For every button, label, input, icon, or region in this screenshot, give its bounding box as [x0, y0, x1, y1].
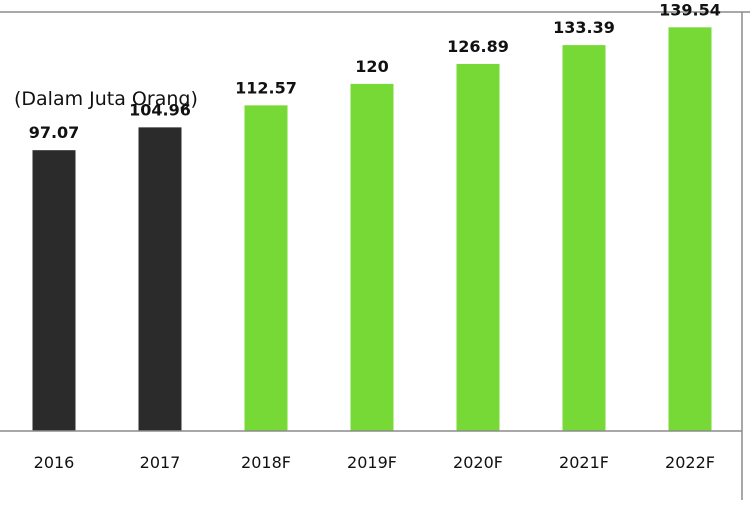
bar-2017	[138, 127, 182, 431]
unit-label: (Dalam Juta Orang)	[14, 88, 198, 110]
bars-group	[32, 27, 712, 432]
tick-label-2022f: 2022F	[665, 453, 715, 472]
tick-label-2021f: 2021F	[559, 453, 609, 472]
bar-2021f	[562, 45, 606, 431]
tick-label-2018f: 2018F	[241, 453, 291, 472]
value-label-2018f: 112.57	[235, 78, 297, 97]
bar-2019f	[350, 83, 394, 431]
value-label-2022f: 139.54	[659, 0, 721, 19]
value-label-2021f: 133.39	[553, 18, 615, 37]
tick-label-2019f: 2019F	[347, 453, 397, 472]
value-labels-group: 97.07 104.96 112.57 120 126.89 133.39 139.54	[29, 0, 721, 142]
value-label-2019f: 120	[355, 57, 388, 76]
value-label-2017: 104.96	[129, 100, 191, 119]
bar-2020f	[456, 63, 500, 432]
tick-label-2017: 2017	[140, 453, 181, 472]
bar-2022f	[668, 27, 712, 431]
tick-label-2016: 2016	[34, 453, 75, 472]
value-label-2020f: 126.89	[447, 37, 509, 56]
bar-2018f	[244, 105, 288, 431]
value-label-2016: 97.07	[29, 123, 80, 142]
tick-label-2020f: 2020F	[453, 453, 503, 472]
bar-2016	[32, 150, 76, 431]
tick-labels-group: 2016 2017 2018F 2019F 2020F 2021F 2022F	[34, 453, 715, 472]
